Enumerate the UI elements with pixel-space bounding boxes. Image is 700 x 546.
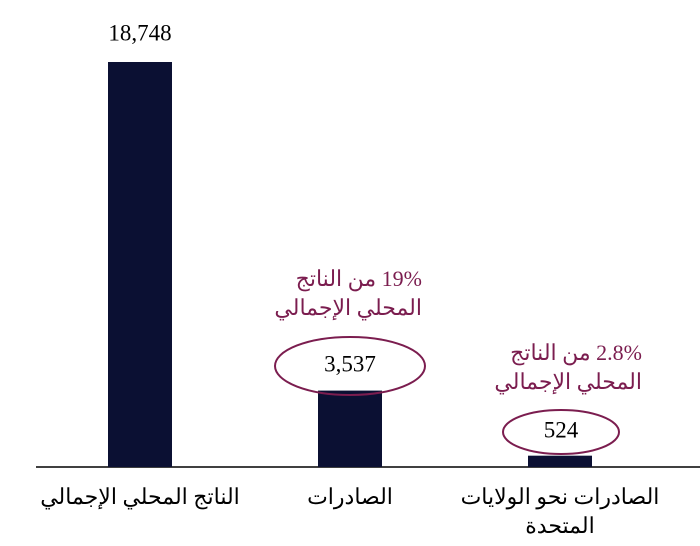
category-label: الصادرات [307, 484, 393, 509]
value-highlight [274, 336, 426, 396]
value-highlight [502, 409, 620, 455]
value-label: 18,748 [108, 20, 171, 45]
annotation: 2.8% من الناتج المحلي الإجمالي [494, 340, 642, 394]
bar [318, 390, 382, 467]
value-label: 524 [544, 417, 579, 442]
category-label: الناتج المحلي الإجمالي [40, 484, 240, 509]
value-label: 3,537 [324, 351, 376, 376]
bar [108, 62, 172, 467]
annotation: 19% من الناتج المحلي الإجمالي [274, 266, 422, 320]
category-label: الصادرات نحو الولايات المتحدة [460, 484, 660, 538]
bar [528, 455, 592, 467]
